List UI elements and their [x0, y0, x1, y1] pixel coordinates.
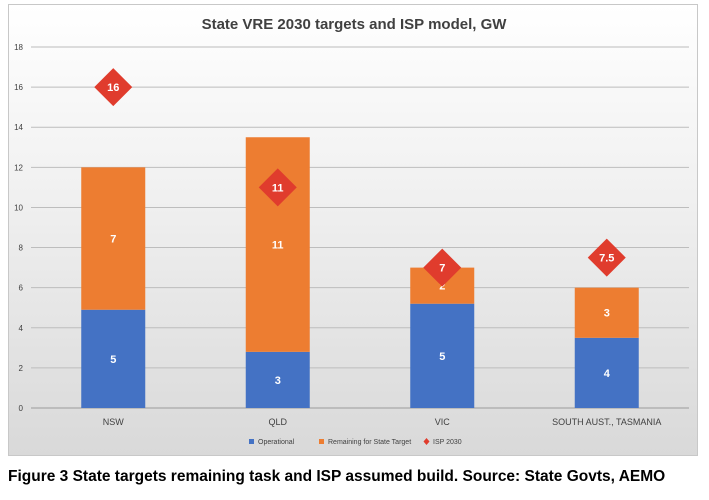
bar-data-label: 3 [604, 308, 610, 320]
y-tick-label: 6 [19, 284, 24, 293]
bar-segment [245, 351, 310, 408]
bar-data-label: 5 [439, 351, 445, 363]
isp-data-label: 7 [439, 263, 445, 275]
chart: State VRE 2030 targets and ISP model, GW… [14, 16, 689, 446]
isp-data-label: 16 [107, 82, 119, 94]
bar-segment [574, 287, 639, 338]
y-tick-label: 8 [19, 244, 24, 253]
figure-caption: Figure 3 State targets remaining task an… [8, 468, 666, 485]
x-tick-label: VIC [435, 417, 451, 427]
legend-label: Remaining for State Target [328, 439, 411, 446]
legend-label: Operational [258, 439, 295, 446]
legend-swatch [423, 438, 430, 445]
bar-data-label: 5 [110, 354, 116, 366]
chart-frame: State VRE 2030 targets and ISP model, GW… [8, 4, 698, 456]
isp-marker [423, 248, 462, 287]
bar-data-label: 4 [604, 368, 611, 380]
bar-data-label: 11 [272, 240, 284, 252]
bar-segment [574, 337, 639, 408]
bar-segment [81, 167, 146, 310]
x-tick-label: SOUTH AUST., TASMANIA [552, 417, 661, 427]
x-tick-label: NSW [103, 417, 125, 427]
bar-data-label: 7 [110, 234, 116, 246]
bar-segment [81, 309, 146, 408]
y-tick-label: 18 [14, 43, 23, 52]
isp-marker [587, 238, 626, 277]
legend-label: ISP 2030 [433, 439, 462, 446]
legend-swatch [319, 439, 324, 444]
y-tick-label: 10 [14, 203, 23, 212]
y-tick-label: 12 [14, 163, 23, 172]
bar-data-label: 3 [275, 375, 281, 387]
y-tick-label: 0 [19, 404, 24, 413]
isp-data-label: 7.5 [599, 253, 614, 265]
y-tick-label: 14 [14, 123, 23, 132]
y-tick-label: 2 [19, 364, 24, 373]
isp-marker [94, 68, 133, 107]
y-tick-label: 4 [19, 324, 24, 333]
isp-data-label: 11 [272, 182, 284, 194]
x-tick-label: QLD [268, 417, 287, 427]
y-tick-label: 16 [14, 83, 23, 92]
chart-title: State VRE 2030 targets and ISP model, GW [202, 16, 508, 33]
legend-swatch [249, 439, 254, 444]
bar-segment [410, 303, 475, 408]
isp-marker [258, 168, 297, 207]
bar-data-label: 2 [439, 281, 445, 293]
